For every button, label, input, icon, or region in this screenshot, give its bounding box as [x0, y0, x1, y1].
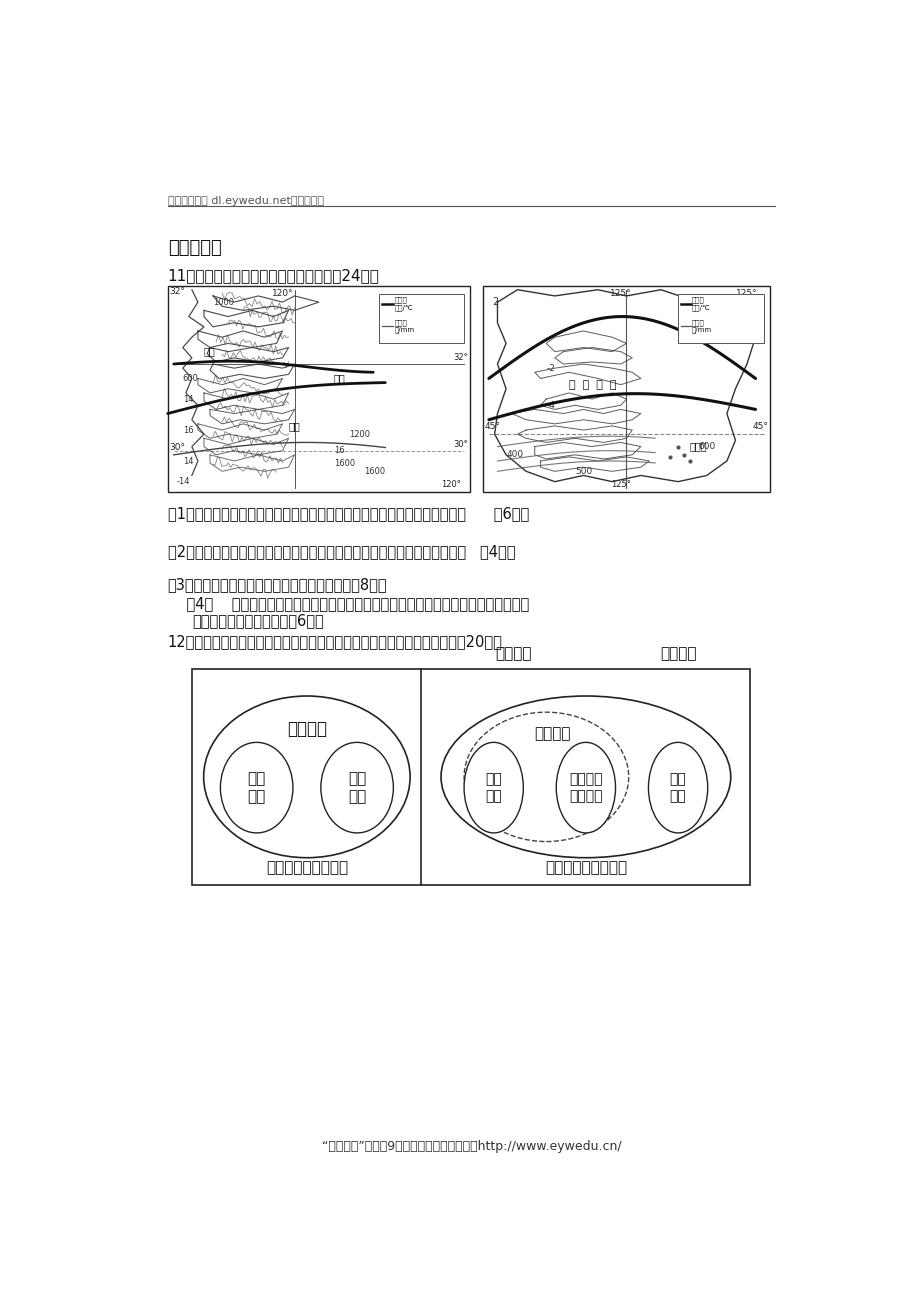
Text: 类型的生产特点是什么？（6分）: 类型的生产特点是什么？（6分）	[192, 613, 323, 628]
Text: 1600: 1600	[334, 458, 355, 467]
Text: （4）    图中所示两地区的主要农业地域类型分别是什么？右图所示地区主要农业地域: （4） 图中所示两地区的主要农业地域类型分别是什么？右图所示地区主要农业地域	[167, 596, 528, 611]
Text: 1200: 1200	[348, 430, 369, 439]
Text: 16: 16	[334, 447, 345, 456]
Text: 本地市场: 本地市场	[287, 720, 326, 738]
Ellipse shape	[463, 712, 628, 841]
Text: 上海: 上海	[334, 374, 346, 384]
Text: 500: 500	[574, 467, 592, 475]
Text: 年降水
量/mm: 年降水 量/mm	[691, 319, 711, 333]
Bar	[379, 294, 463, 344]
Text: -14: -14	[176, 477, 190, 486]
Ellipse shape	[556, 742, 615, 833]
Ellipse shape	[321, 742, 393, 833]
Text: 粮食
生产: 粮食 生产	[247, 772, 266, 803]
Text: （3）描述右图中等温线的弯曲方向并分析原因（8分）: （3）描述右图中等温线的弯曲方向并分析原因（8分）	[167, 577, 387, 591]
Text: （1）左图和右图所示地区年均温有何差异？产生此差异的主要原因是什么？      （6分）: （1）左图和右图所示地区年均温有何差异？产生此差异的主要原因是什么？ （6分）	[167, 505, 528, 521]
Text: 125°: 125°	[609, 289, 630, 298]
Text: 120°: 120°	[440, 480, 460, 488]
Text: （2）松嫩平原的年降水量分布有什么规律？形成此规律的主要原因是什么？   （4分）: （2）松嫩平原的年降水量分布有什么规律？形成此规律的主要原因是什么？ （4分）	[167, 544, 515, 560]
Text: -4: -4	[546, 401, 554, 410]
Text: 年平均
气温/℃: 年平均 气温/℃	[691, 297, 710, 311]
Text: 14: 14	[183, 457, 193, 466]
Text: 30°: 30°	[169, 443, 185, 452]
Text: 国内市场: 国内市场	[494, 647, 531, 661]
Text: 南京: 南京	[204, 346, 215, 357]
Ellipse shape	[648, 742, 707, 833]
Text: 45°: 45°	[484, 422, 500, 431]
Text: 400: 400	[505, 450, 523, 460]
Text: 经济
作物: 经济 作物	[347, 772, 366, 803]
Text: 松  嫩  平  原: 松 嫩 平 原	[569, 380, 616, 389]
Text: “备课大师”全科【9门】：免注册，不收费！http://www.eywedu.cn/: “备课大师”全科【9门】：免注册，不收费！http://www.eywedu.c…	[322, 1141, 620, 1154]
Bar	[677, 294, 764, 344]
Bar	[482, 285, 769, 492]
Text: 45°: 45°	[752, 422, 768, 431]
Text: 30°: 30°	[453, 440, 468, 449]
Text: 二．综合题: 二．综合题	[167, 240, 221, 258]
Text: 粮食
生产: 粮食 生产	[485, 772, 502, 803]
Text: 14: 14	[183, 395, 193, 404]
Ellipse shape	[463, 742, 523, 833]
Text: 国际市场: 国际市场	[659, 647, 696, 661]
Text: 加工
工业: 加工 工业	[669, 772, 686, 803]
Text: 2: 2	[492, 297, 498, 307]
Text: 年平均
气温/℃: 年平均 气温/℃	[394, 297, 413, 311]
Text: 哈尔滨: 哈尔滨	[689, 441, 707, 452]
Text: 1600: 1600	[364, 467, 385, 475]
Text: 600: 600	[698, 443, 715, 450]
Text: 32°: 32°	[453, 353, 468, 362]
Text: 125°: 125°	[735, 289, 756, 298]
Text: 林果，毛
竹，茶叶: 林果，毛 竹，茶叶	[569, 772, 602, 803]
Bar	[192, 669, 750, 884]
Text: 1000: 1000	[213, 298, 233, 306]
Text: 125°: 125°	[610, 480, 630, 488]
Text: 本地市场: 本地市场	[534, 727, 571, 741]
Text: 11．读我国两区域图，回答下列问题。（24分）: 11．读我国两区域图，回答下列问题。（24分）	[167, 268, 380, 283]
Text: 农业产业结构调整前: 农业产业结构调整前	[266, 859, 347, 875]
Text: 16: 16	[183, 426, 193, 435]
Text: 年降水
量/mm: 年降水 量/mm	[394, 319, 414, 333]
Ellipse shape	[221, 742, 292, 833]
Text: 12．读下面浙江省西部某山区农业产业结构调整示意图，回答下列问题。（20分）: 12．读下面浙江省西部某山区农业产业结构调整示意图，回答下列问题。（20分）	[167, 634, 502, 650]
Text: 600: 600	[183, 374, 199, 383]
Text: 120°: 120°	[271, 289, 293, 298]
Text: -2: -2	[546, 363, 554, 372]
Text: 杭州: 杭州	[289, 421, 300, 431]
Ellipse shape	[203, 697, 410, 858]
Text: 32°: 32°	[169, 288, 185, 296]
Bar	[167, 285, 470, 492]
Ellipse shape	[440, 697, 730, 858]
Text: 地理备课大师 dl.eywedu.net【全免费】: 地理备课大师 dl.eywedu.net【全免费】	[167, 197, 323, 206]
Text: 农业产业结构调整后: 农业产业结构调整后	[544, 859, 626, 875]
